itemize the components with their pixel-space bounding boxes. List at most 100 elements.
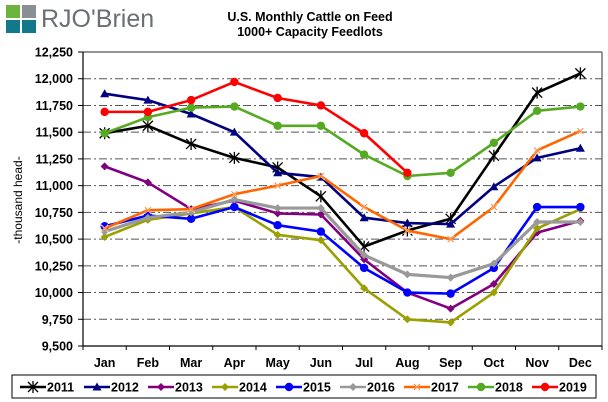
legend-label: 2018 [495,381,523,395]
data-point-2016 [360,251,369,260]
data-point-2017 [273,181,282,190]
data-point-2012 [100,89,110,98]
y-tick-label: 11,500 [35,126,73,140]
data-point-2018 [273,121,282,130]
legend-label: 2012 [111,381,139,395]
series-2019 [100,77,412,178]
data-point-2015 [316,227,326,236]
legend-marker [92,382,102,391]
legend-marker [157,383,165,391]
data-point-2014 [273,230,282,239]
data-point-2017 [533,146,542,155]
y-tick-label: 12,000 [35,72,73,86]
data-point-2011 [185,137,197,150]
legend: 2011 2012 2013 2014 2015 2016 2017 2018 2019 [11,374,597,399]
data-point-2016 [489,259,498,268]
y-tick-label: 10,250 [35,259,73,273]
data-point-2013 [360,255,369,264]
legend-marker [540,382,550,392]
legend-item-2017: 2017 [404,381,459,395]
data-point-2017 [187,205,196,214]
data-point-2017 [403,226,412,235]
data-point-2011 [531,86,543,99]
series-line-2019 [104,80,409,174]
legend-box [11,374,597,399]
data-point-2012 [489,182,499,191]
y-tick-label: 11,000 [35,179,73,193]
data-point-2015 [446,289,455,298]
legend-label: 2015 [303,381,331,395]
data-point-2011 [228,151,240,164]
x-tick-label: Jan [94,356,116,370]
chart-title-block: U.S. Monthly Cattle on Feed 1000+ Capaci… [190,10,430,40]
data-point-2018 [186,103,196,112]
data-point-2017 [230,190,239,199]
legend-item-2019: 2019 [532,381,587,395]
legend-item-2013: 2013 [148,381,203,395]
data-point-2014 [489,288,498,297]
data-point-2011 [574,67,586,80]
x-tick-label: Jul [355,356,373,370]
data-point-2017 [489,203,498,212]
legend-item-2014: 2014 [212,381,267,395]
data-point-2016 [403,270,412,279]
y-tick-label: 10,000 [35,286,73,300]
data-point-2012 [446,219,456,228]
data-point-2015 [186,214,196,223]
series-line-2011 [104,72,581,248]
data-point-2016 [316,204,325,213]
legend-item-2012: 2012 [84,381,139,395]
legend-item-2015: 2015 [276,381,331,395]
data-point-2018 [100,129,109,138]
y-tick-label: 10,500 [35,233,73,247]
data-point-2016 [533,217,542,226]
x-tick-label: Aug [395,356,419,370]
data-point-2012 [273,168,283,177]
chart-title: U.S. Monthly Cattle on Feed [227,10,393,24]
data-point-2017 [576,127,585,136]
data-point-2016 [230,195,239,204]
data-point-2015 [230,202,239,212]
y-tick-label: 9,750 [42,313,73,327]
axes [78,51,603,350]
data-point-2012 [186,109,196,118]
data-point-2018 [316,121,326,130]
data-point-2013 [489,279,498,288]
data-point-2012 [532,153,542,162]
legend-item-2016: 2016 [340,381,395,395]
x-tick-label: Apr [224,356,246,370]
series-line-2013 [104,165,581,310]
x-tick-label: Nov [525,356,549,370]
data-point-2018 [576,102,585,111]
series-line-2012 [104,92,581,226]
legend-marker [284,382,294,392]
logo: RJO'Brien [6,4,154,34]
legend-label: 2014 [239,381,267,395]
legend-item-2018: 2018 [468,381,523,395]
legend-marker [221,383,229,391]
series-lines [99,67,586,327]
data-point-2014 [316,236,325,245]
y-axis-title: -thousand head- [11,156,25,243]
legend-label: 2011 [47,381,74,395]
data-point-2018 [446,168,455,178]
y-tick-label: 11,250 [35,152,73,166]
y-tick-labels: 9,500 9,750 10,000 10,250 10,500 10,750 11,000… [35,46,73,354]
data-point-2013 [273,209,282,218]
x-tick-labels: Jan Feb Mar Apr May Jun Jul Aug Sep Oct Nov Dec [94,356,592,370]
logo-text: RJO'Brien [41,4,155,33]
y-tick-label: 10,750 [35,206,73,220]
data-point-2018 [532,106,542,116]
x-tick-label: Feb [137,356,160,370]
legend-label: 2019 [559,381,587,395]
data-point-2019 [359,129,369,138]
legend-marker [27,381,39,393]
series-2018 [100,102,585,181]
legend-label: 2013 [175,381,203,395]
data-point-2014 [360,284,369,293]
data-point-2015 [532,202,542,212]
legend-label: 2017 [431,381,459,395]
x-tick-label: Sep [439,356,462,370]
data-point-2019 [403,168,412,178]
